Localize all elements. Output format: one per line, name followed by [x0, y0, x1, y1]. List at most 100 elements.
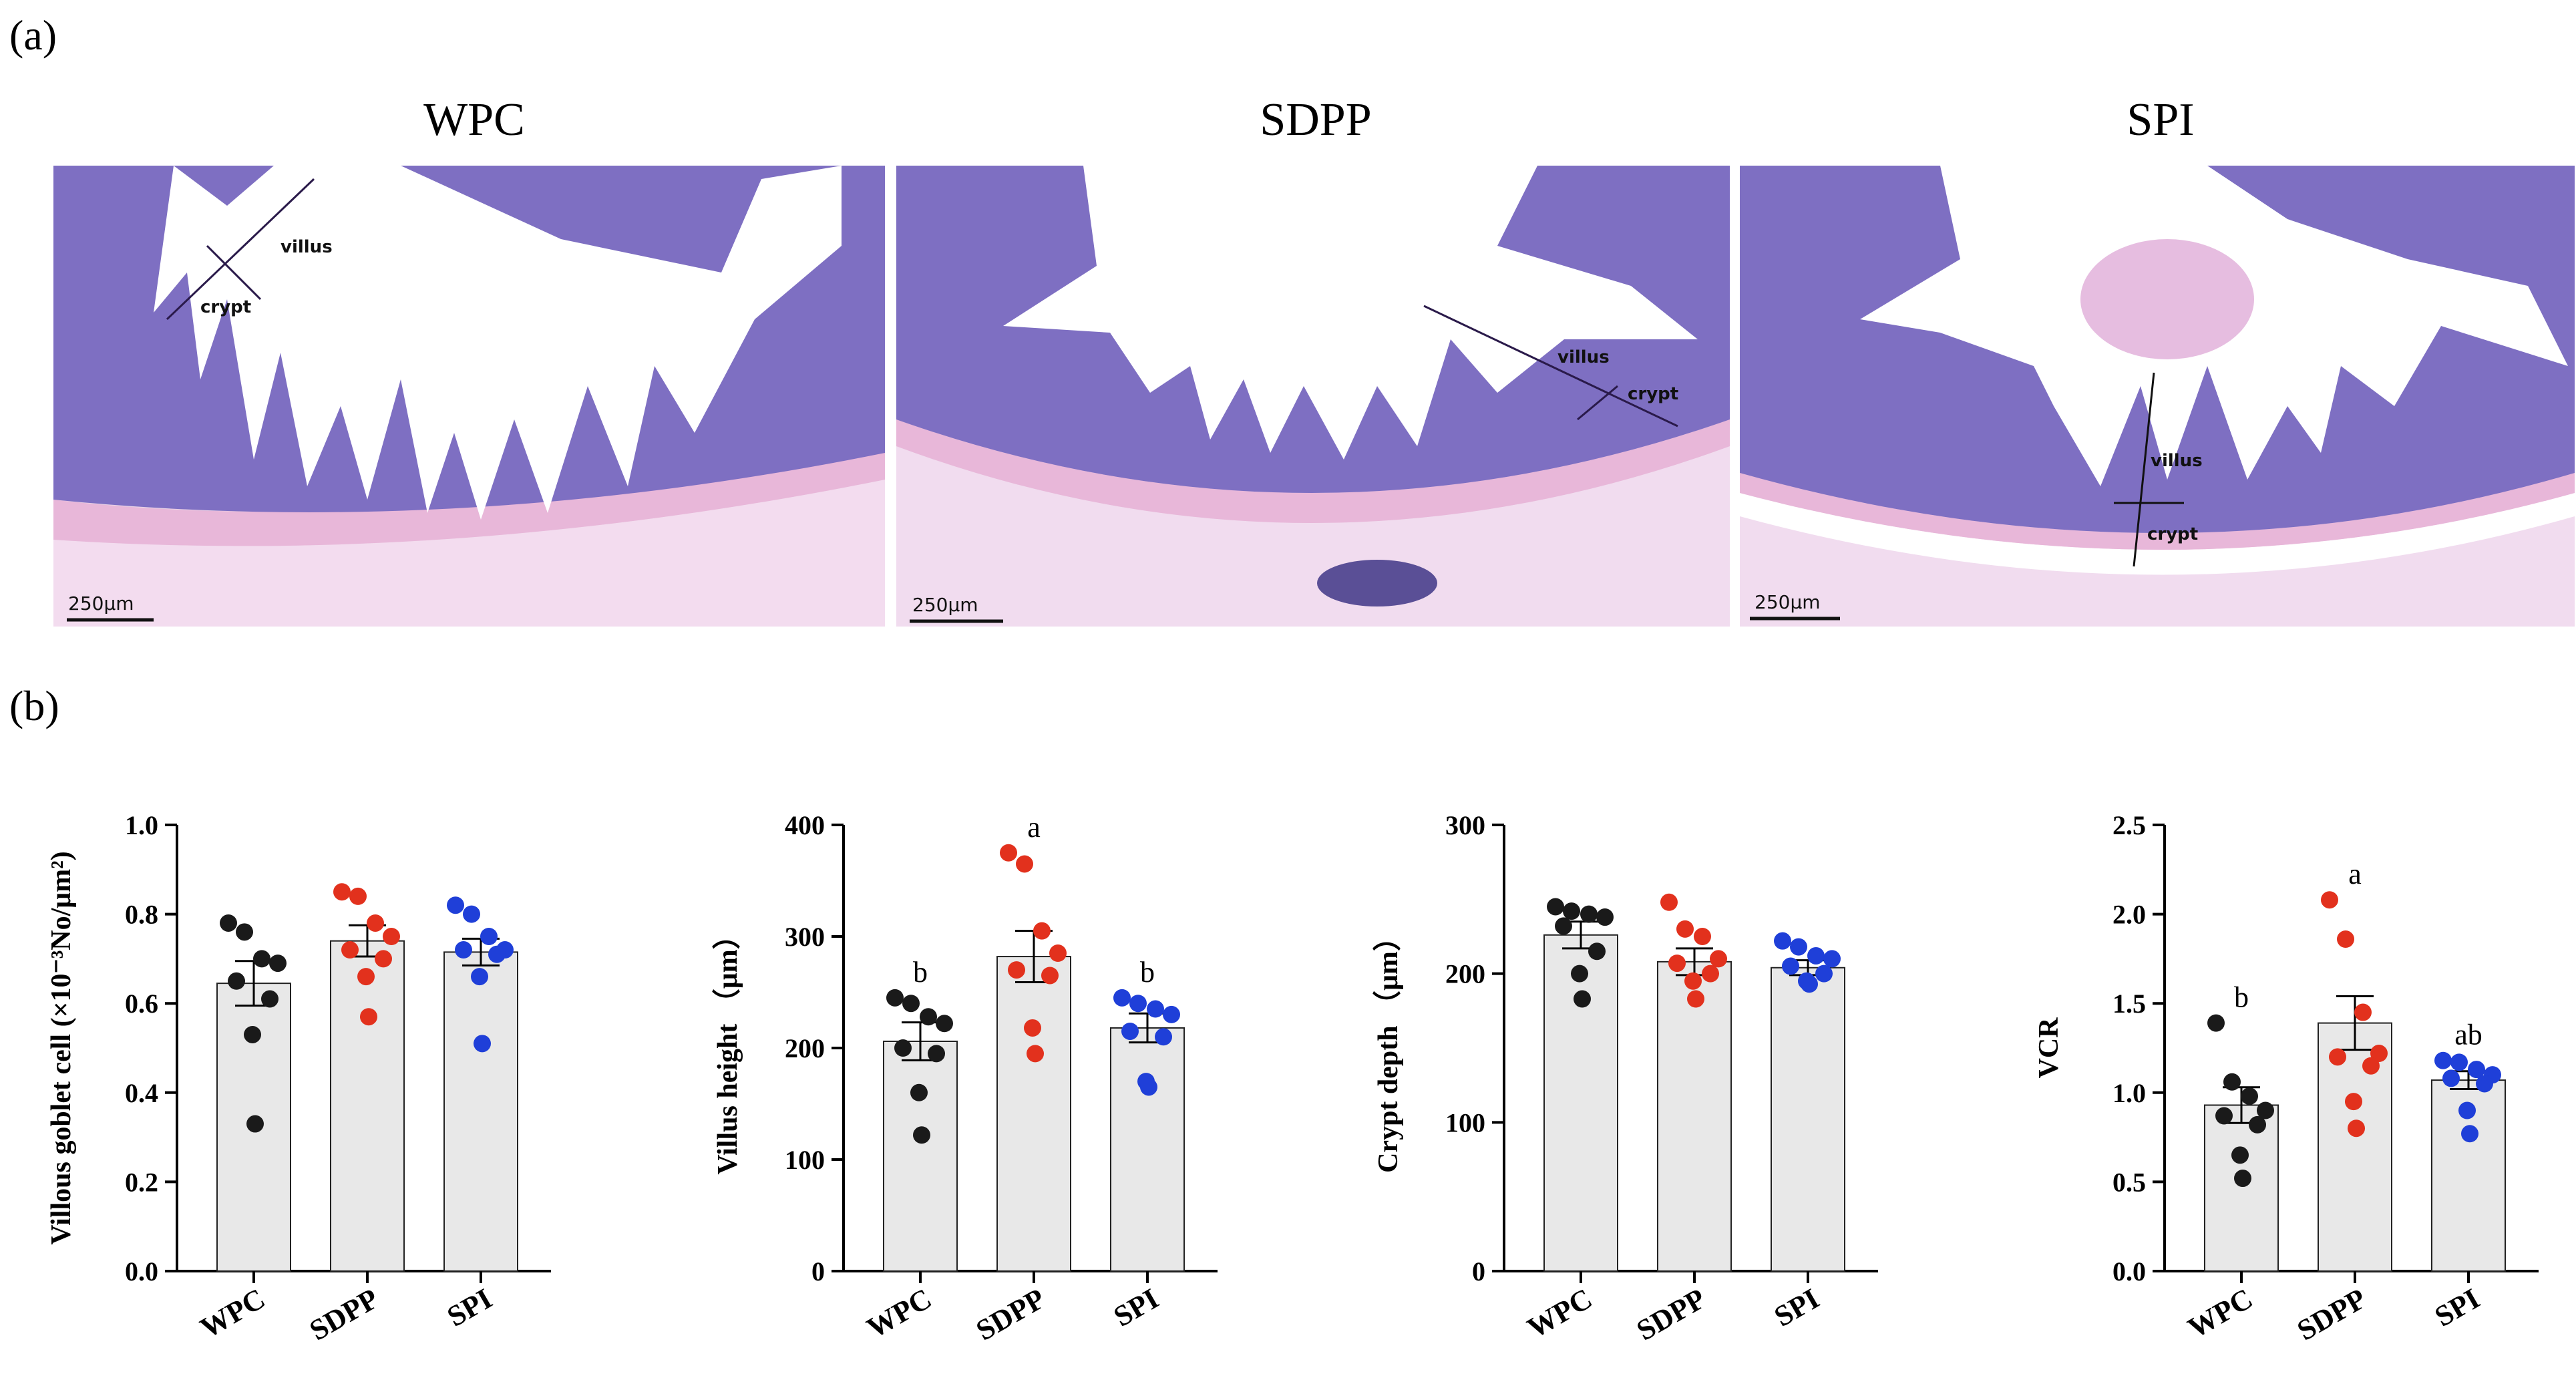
x-tick-label: SPI [2429, 1282, 2485, 1333]
data-point-sdpp [360, 1008, 377, 1026]
bar-wpc [1543, 934, 1618, 1272]
data-point-sdpp [1049, 944, 1067, 963]
x-tick-label: SPI [1769, 1282, 1825, 1333]
data-point-sdpp [1660, 893, 1678, 911]
data-point-sdpp [349, 887, 367, 905]
y-tick-label: 0.2 [125, 1167, 158, 1197]
data-point-wpc [1547, 898, 1564, 916]
data-point-wpc [1574, 990, 1591, 1008]
significance-label: a [2348, 858, 2362, 890]
significance-label: b [2234, 981, 2249, 1014]
data-point-wpc [910, 1083, 928, 1101]
data-point-wpc [913, 1126, 930, 1144]
data-point-sdpp [383, 928, 400, 945]
data-point-sdpp [1033, 922, 1051, 940]
data-point-spi [1801, 975, 1818, 993]
data-point-spi [463, 905, 480, 923]
data-point-sdpp [2329, 1048, 2346, 1066]
villus-label-wpc: villus [281, 237, 333, 257]
data-point-spi [1140, 1078, 1157, 1096]
data-point-wpc [246, 1115, 264, 1133]
data-point-spi [2476, 1075, 2493, 1093]
data-point-spi [1790, 938, 1807, 956]
data-point-sdpp [1668, 954, 1686, 973]
data-point-sdpp [1024, 1019, 1041, 1037]
y-tick-label: 200 [785, 1033, 825, 1063]
data-point-sdpp [333, 883, 351, 901]
data-point-spi [1113, 989, 1131, 1007]
bar-wpc [2204, 1104, 2279, 1272]
data-point-wpc [261, 990, 279, 1008]
x-tick-label: SDPP [304, 1282, 384, 1347]
data-point-sdpp [2345, 1093, 2362, 1111]
x-tick-label: SDPP [1631, 1282, 1711, 1347]
y-tick-label: 1.0 [2112, 1078, 2146, 1108]
data-point-sdpp [1710, 950, 1727, 968]
data-point-sdpp [2354, 1003, 2372, 1021]
data-point-spi [1121, 1022, 1139, 1040]
x-tick-label: WPC [1522, 1282, 1598, 1345]
bar-wpc [883, 1040, 958, 1272]
data-point-sdpp [1008, 961, 1025, 979]
data-point-sdpp [1684, 972, 1702, 990]
data-point-wpc [2257, 1101, 2274, 1119]
data-point-wpc [1580, 905, 1598, 923]
bar-sdpp [330, 940, 405, 1272]
y-tick-label: 0 [811, 1256, 825, 1286]
data-point-spi [2468, 1061, 2485, 1079]
scale-label-sdpp: 250μm [912, 594, 978, 616]
y-tick-label: 300 [785, 922, 825, 952]
crypt-label-spi: crypt [2147, 524, 2198, 544]
bar-spi [1110, 1027, 1185, 1272]
micrograph-title-sdpp: SDPP [1260, 94, 1372, 146]
data-point-wpc [1555, 917, 1572, 935]
data-point-wpc [902, 995, 920, 1013]
data-point-wpc [228, 972, 245, 990]
y-tick-label: 0.6 [125, 989, 158, 1019]
scale-label-spi: 250μm [1755, 591, 1821, 613]
y-tick-label: 1.0 [125, 810, 158, 840]
data-point-sdpp [357, 968, 375, 986]
data-point-sdpp [1041, 967, 1059, 985]
significance-label: ab [2454, 1019, 2482, 1051]
data-point-sdpp [1027, 1045, 1044, 1063]
micrograph-wpc: villus crypt 250μm [53, 166, 885, 627]
y-tick-label: 1.5 [2112, 989, 2146, 1019]
data-point-wpc [2249, 1115, 2266, 1134]
data-point-sdpp [341, 941, 359, 959]
data-point-spi [488, 945, 506, 963]
data-point-wpc [2207, 1014, 2225, 1032]
data-point-wpc [928, 1045, 945, 1063]
y-tick-label: 2.5 [2112, 810, 2146, 840]
bar-spi [443, 951, 518, 1272]
data-point-spi [1823, 950, 1841, 968]
data-point-wpc [244, 1025, 261, 1043]
data-point-wpc [269, 954, 287, 973]
y-axis-label: VCR [2034, 1017, 2064, 1079]
x-tick-label: WPC [195, 1282, 270, 1345]
data-point-spi [471, 968, 488, 986]
significance-label: b [913, 956, 928, 989]
x-tick-label: SPI [441, 1282, 498, 1333]
y-tick-label: 400 [785, 810, 825, 840]
data-point-sdpp [1016, 855, 1033, 873]
y-tick-label: 0.4 [125, 1078, 158, 1108]
data-point-wpc [220, 914, 237, 932]
scale-label-wpc: 250μm [68, 592, 134, 615]
y-tick-label: 100 [1445, 1107, 1485, 1138]
data-point-wpc [1571, 965, 1588, 983]
y-tick-label: 2.0 [2112, 900, 2146, 930]
micrograph-title-wpc: WPC [423, 94, 525, 146]
chart-1: 0 100 200 300 400 Villus height （μm） WPC b SDPP a… [712, 810, 1218, 1347]
data-point-sdpp [2348, 1119, 2365, 1138]
data-point-spi [1807, 946, 1825, 965]
x-tick-label: SPI [1108, 1282, 1164, 1333]
data-point-wpc [1596, 908, 1614, 926]
chart-0: 0.0 0.2 0.4 0.6 0.8 1.0 Villous goblet cell (×… [46, 810, 551, 1347]
y-tick-label: 100 [785, 1145, 825, 1175]
data-point-sdpp [2362, 1057, 2380, 1075]
data-point-sdpp [1702, 965, 1719, 983]
y-tick-label: 0 [1472, 1256, 1485, 1286]
data-point-wpc [920, 1008, 937, 1026]
villus-label-spi: villus [2151, 451, 2203, 471]
